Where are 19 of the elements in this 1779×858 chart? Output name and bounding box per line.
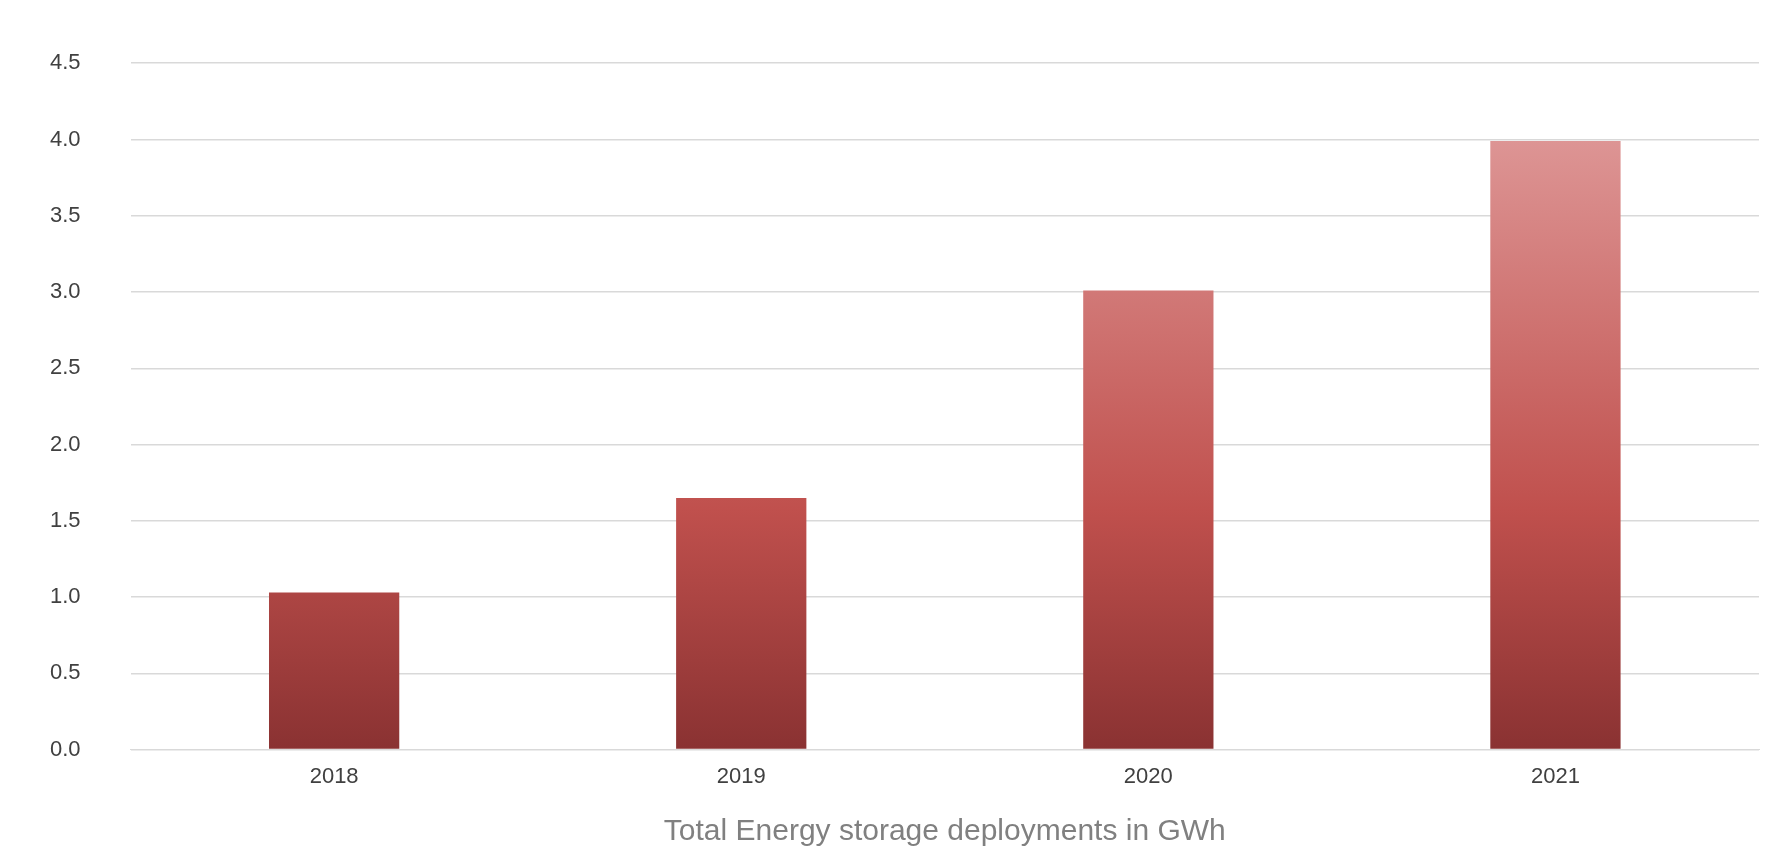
bar [676,497,807,749]
x-axis-title: Total Energy storage deployments in GWh [663,813,1226,847]
x-tick-label: 2021 [1530,762,1580,788]
y-tick-label: 1.5 [49,506,81,532]
y-tick-label: 4.0 [49,125,81,151]
y-tick-label: 1.0 [49,583,81,609]
bar [1490,140,1621,749]
y-tick-label: 2.5 [49,354,81,380]
x-tick-label: 2019 [716,762,766,788]
y-tick-label: 2.0 [49,430,81,456]
x-tick-label: 2020 [1123,762,1173,788]
y-tick-label: 0.5 [49,659,81,685]
y-tick-label: 3.5 [49,201,81,227]
y-tick-label: 3.0 [49,278,81,304]
y-tick-label: 4.5 [49,49,81,75]
x-tick-label: 2018 [309,762,359,788]
y-tick-label: 0.0 [49,735,81,761]
bar [269,592,400,749]
bar [1083,290,1214,749]
